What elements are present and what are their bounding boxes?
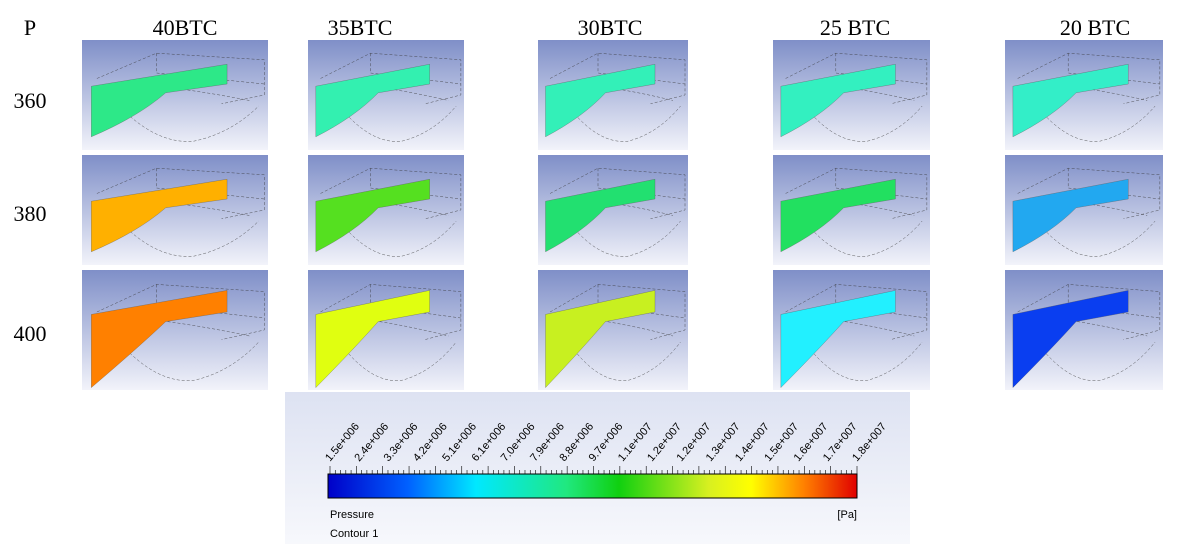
contour-image xyxy=(308,270,464,390)
contour-image xyxy=(82,40,268,150)
contour-image xyxy=(538,270,688,390)
legend-panel xyxy=(285,392,910,544)
contour-image xyxy=(773,155,930,265)
column-label: 20 BTC xyxy=(1060,15,1130,40)
contour-image xyxy=(82,270,268,390)
contour-image xyxy=(773,40,930,150)
contour-image xyxy=(308,155,464,265)
contour-image xyxy=(1005,40,1163,150)
row-label: 360 xyxy=(14,88,47,113)
contour-image xyxy=(538,155,688,265)
column-label: 35BTC xyxy=(328,15,393,40)
contour-image xyxy=(1005,270,1163,390)
legend-variable: Pressure xyxy=(330,509,374,521)
contour-image xyxy=(82,155,268,265)
legend-name: Contour 1 xyxy=(330,528,378,540)
figure: P Pressure [Pa] Contour 1 40BTC 35BTC 30BT… xyxy=(0,0,1185,544)
row-label: 380 xyxy=(14,201,47,226)
contour-image xyxy=(1005,155,1163,265)
column-label: 25 BTC xyxy=(820,15,890,40)
column-label: 30BTC xyxy=(578,15,643,40)
contour-image xyxy=(773,270,930,390)
contour-image xyxy=(308,40,464,150)
corner-label: P xyxy=(24,15,36,40)
column-label: 40BTC xyxy=(153,15,218,40)
color-bar xyxy=(328,474,857,498)
row-label: 400 xyxy=(14,321,47,346)
contour-image xyxy=(538,40,688,150)
legend-unit: [Pa] xyxy=(837,509,857,521)
